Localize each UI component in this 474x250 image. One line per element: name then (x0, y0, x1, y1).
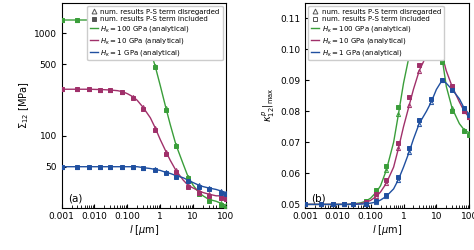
Text: (a): (a) (68, 194, 82, 203)
Legend: num. results P-S term disregarded, num. results P-S term included, $H_\kappa = 1: num. results P-S term disregarded, num. … (309, 6, 444, 60)
X-axis label: $l$ [$\mu$m]: $l$ [$\mu$m] (128, 223, 159, 237)
Y-axis label: $\Sigma_{12}$ [MPa]: $\Sigma_{12}$ [MPa] (17, 81, 31, 129)
Legend: num. results P-S term disregarded, num. results P-S term included, $H_\kappa = 1: num. results P-S term disregarded, num. … (87, 6, 222, 60)
Y-axis label: $\kappa^p_{12}|_{\mathrm{max}}$: $\kappa^p_{12}|_{\mathrm{max}}$ (261, 88, 277, 122)
X-axis label: $l$ [$\mu$m]: $l$ [$\mu$m] (372, 223, 402, 237)
Text: (b): (b) (311, 194, 326, 203)
